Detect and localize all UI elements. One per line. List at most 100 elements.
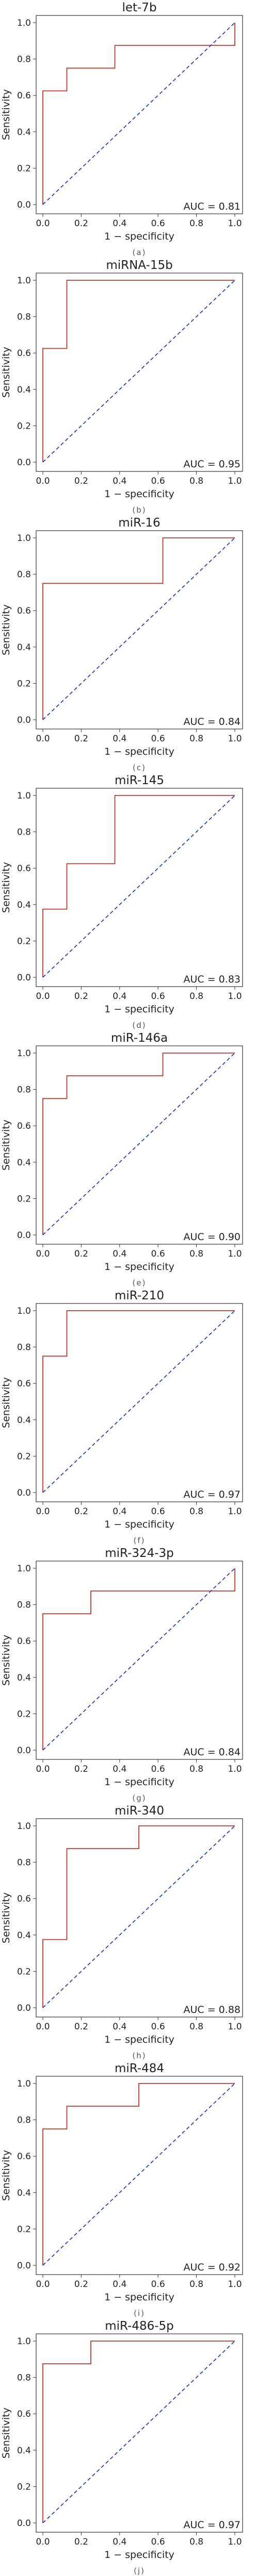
y-tick-label: 0.6 [17, 2151, 31, 2162]
y-tick-label: 0.4 [17, 1415, 31, 1426]
roc-panel: miR-210 0.0 0.2 0.4 0.6 0.8 1.0 0.0 0.2 0.4 0.6 0.8… [0, 1288, 256, 1546]
axes-frame [36, 1045, 243, 1245]
y-tick-label: 1.0 [17, 2079, 31, 2089]
reference-diagonal-line [42, 280, 235, 463]
x-tick-label: 1.0 [228, 476, 242, 486]
panel-label: (d) [132, 1021, 146, 1030]
chart-title: miRNA-15b [106, 259, 172, 272]
y-tick-label: 0.4 [17, 2188, 31, 2198]
x-tick-label: 0.4 [113, 2279, 126, 2290]
auc-annotation: AUC = 0.97 [184, 1489, 241, 1500]
roc-curve [42, 2341, 235, 2523]
y-axis-label: Sensitivity [1, 347, 12, 398]
y-tick-label: 0.0 [17, 1488, 31, 1498]
y-tick-label: 0.6 [17, 1636, 31, 1647]
x-tick-label: 1.0 [228, 1764, 242, 1774]
x-axis-label: 1 − specificity [104, 488, 174, 500]
chart-title: miR-210 [115, 1289, 164, 1302]
y-tick-label: 1.0 [17, 1821, 31, 1832]
x-tick-label: 0.6 [151, 1506, 165, 1517]
chart-title: miR-484 [115, 2062, 164, 2075]
x-tick-label: 0.2 [74, 991, 88, 1002]
y-axis-label: Sensitivity [1, 2408, 12, 2459]
y-tick-label: 0.2 [17, 2482, 31, 2492]
x-tick-label: 0.8 [189, 2537, 203, 2547]
y-tick-label: 1.0 [17, 791, 31, 801]
reference-diagonal-line [42, 1568, 235, 1751]
y-tick-label: 0.0 [17, 973, 31, 983]
auc-annotation: AUC = 0.81 [184, 201, 241, 212]
x-tick-label: 0.8 [189, 1764, 203, 1774]
reference-diagonal-line [42, 2341, 235, 2523]
x-tick-label: 0.0 [36, 2537, 50, 2547]
x-tick-label: 0.8 [189, 734, 203, 744]
x-tick-label: 0.8 [189, 476, 203, 486]
roc-panel: miR-145 0.0 0.2 0.4 0.6 0.8 1.0 0.0 0.2 0.4 0.6 0.8… [0, 773, 256, 1030]
y-tick-label: 0.8 [17, 1600, 31, 1611]
y-axis-label: Sensitivity [1, 1892, 12, 1943]
panel-label: (i) [134, 2309, 145, 2318]
x-tick-label: 1.0 [228, 2022, 242, 2032]
y-tick-label: 0.2 [17, 421, 31, 431]
y-tick-label: 0.8 [17, 2373, 31, 2383]
x-axis-label: 1 − specificity [104, 2549, 174, 2561]
panel-label: (b) [132, 505, 146, 515]
y-tick-label: 0.2 [17, 2224, 31, 2234]
x-tick-label: 0.6 [151, 2022, 165, 2032]
x-tick-label: 0.4 [113, 218, 126, 229]
roc-chart: miR-16 0.0 0.2 0.4 0.6 0.8 1.0 0.0 0.2 0.4 0.6 0.8 1… [1, 516, 243, 772]
y-tick-label: 0.0 [17, 200, 31, 210]
roc-chart: miR-324-3p 0.0 0.2 0.4 0.6 0.8 1.0 0.0 0.2 0.4 0.6… [1, 1547, 243, 1803]
x-tick-label: 1.0 [228, 734, 242, 744]
roc-chart: miR-486-5p 0.0 0.2 0.4 0.6 0.8 1.0 0.0 0.2 0.4 0.6… [1, 2319, 243, 2575]
x-tick-label: 0.0 [36, 1506, 50, 1517]
y-tick-label: 0.8 [17, 1085, 31, 1095]
x-tick-label: 0.6 [151, 476, 165, 486]
roc-panel: miR-340 0.0 0.2 0.4 0.6 0.8 1.0 0.0 0.2 0.4 0.6 0.8… [0, 1803, 256, 2061]
axes-frame [36, 1303, 243, 1502]
chart-title: miR-324-3p [105, 1547, 174, 1560]
y-tick-label: 0.6 [17, 863, 31, 874]
chart-title: miR-145 [115, 774, 164, 787]
x-tick-label: 1.0 [228, 991, 242, 1002]
auc-annotation: AUC = 0.83 [184, 974, 241, 985]
y-axis-label: Sensitivity [1, 2150, 12, 2201]
axes-frame [36, 2333, 243, 2533]
y-tick-label: 0.4 [17, 900, 31, 910]
x-tick-label: 0.6 [151, 218, 165, 229]
roc-curve [42, 1053, 235, 1235]
x-axis-label: 1 − specificity [104, 1261, 174, 1273]
y-tick-label: 0.0 [17, 1745, 31, 1756]
y-tick-label: 0.2 [17, 1967, 31, 1977]
x-axis-label: 1 − specificity [104, 746, 174, 757]
x-axis-label: 1 − specificity [104, 2034, 174, 2045]
roc-chart: miR-484 0.0 0.2 0.4 0.6 0.8 1.0 0.0 0.2 0.4 0.6 0.8… [1, 2062, 243, 2318]
chart-title: let-7b [122, 1, 156, 14]
auc-annotation: AUC = 0.95 [184, 459, 241, 470]
reference-diagonal-line [42, 537, 235, 720]
x-tick-label: 0.2 [74, 2022, 88, 2032]
x-tick-label: 0.0 [36, 991, 50, 1002]
roc-chart: let-7b 0.0 0.2 0.4 0.6 0.8 1.0 0.0 0.2 0.4 0.6 0.8 1… [1, 1, 243, 257]
chart-title: miR-340 [115, 1804, 164, 1818]
panel-label: (h) [132, 2051, 146, 2060]
y-tick-label: 0.0 [17, 2003, 31, 2013]
y-tick-label: 0.6 [17, 1121, 31, 1131]
x-tick-label: 0.0 [36, 2279, 50, 2290]
x-tick-label: 0.6 [151, 1764, 165, 1774]
x-tick-label: 0.6 [151, 991, 165, 1002]
chart-title: miR-146a [111, 1031, 168, 1045]
x-tick-label: 0.2 [74, 476, 88, 486]
x-tick-label: 0.6 [151, 734, 165, 744]
y-tick-label: 0.4 [17, 642, 31, 653]
x-tick-label: 0.0 [36, 218, 50, 229]
y-tick-label: 0.2 [17, 1194, 31, 1204]
y-tick-label: 0.0 [17, 457, 31, 468]
y-tick-label: 0.6 [17, 1379, 31, 1389]
x-tick-label: 0.4 [113, 734, 126, 744]
roc-panel: miRNA-15b 0.0 0.2 0.4 0.6 0.8 1.0 0.0 0.2 0.4 0.6 0… [0, 258, 256, 515]
roc-panel: miR-486-5p 0.0 0.2 0.4 0.6 0.8 1.0 0.0 0.2 0.4 0.6… [0, 2318, 256, 2576]
y-tick-label: 0.8 [17, 1343, 31, 1353]
reference-diagonal-line [42, 1310, 235, 1493]
